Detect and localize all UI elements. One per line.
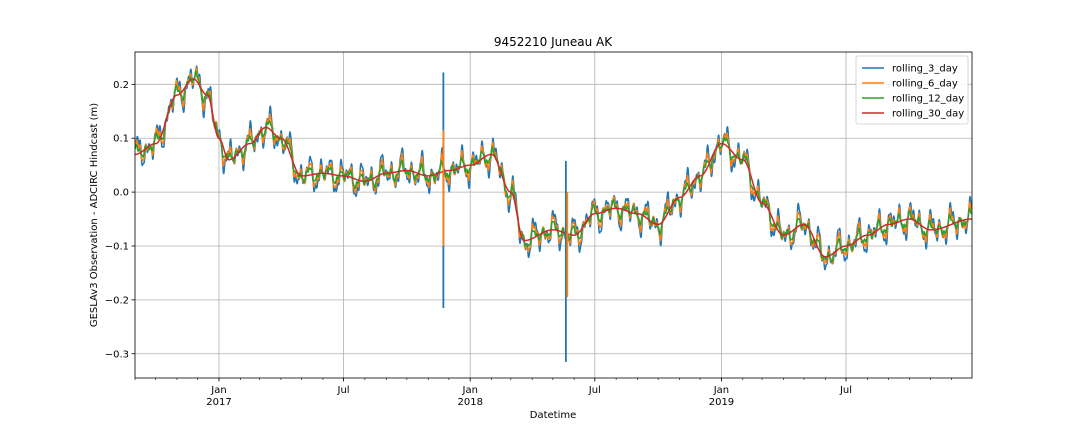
x-tick-label: Jan — [713, 385, 729, 396]
y-tick-label: 0.1 — [113, 134, 129, 145]
x-axis-label: Datetime — [530, 410, 577, 421]
chart-title: 9452210 Juneau AK — [494, 35, 613, 49]
y-tick-label: 0.2 — [113, 80, 129, 91]
y-tick-label: −0.3 — [105, 349, 129, 360]
x-tick-label: Jan — [462, 385, 478, 396]
legend-box — [855, 55, 969, 125]
series-line-rolling_30_day — [135, 78, 972, 258]
legend: rolling_3_day rolling_6_day rolling_12_day… — [855, 55, 969, 125]
y-axis-ticks: −0.3 −0.2 −0.1 0.0 0.1 0.2 — [105, 80, 135, 360]
x-tick-year-label: 2018 — [457, 397, 482, 408]
legend-label-rolling_3_day: rolling_3_day — [892, 64, 958, 75]
legend-label-rolling_6_day: rolling_6_day — [892, 79, 958, 90]
series-group — [135, 65, 972, 362]
series-line-rolling_12_day — [135, 70, 972, 263]
x-tick-label: Jan — [210, 385, 226, 396]
y-tick-label: 0.0 — [113, 188, 129, 199]
y-tick-label: −0.2 — [105, 295, 129, 306]
x-tick-year-label: 2019 — [709, 397, 734, 408]
y-tick-label: −0.1 — [105, 241, 129, 252]
y-axis-label: GESLAv3 Observation - ADCIRC Hindcast (m… — [89, 103, 100, 327]
plot-area — [135, 65, 972, 362]
x-tick-label: Jul — [588, 385, 601, 396]
grid-lines — [135, 52, 972, 378]
x-tick-label: Jul — [839, 385, 852, 396]
legend-label-rolling_30_day: rolling_30_day — [892, 109, 964, 120]
series-line-rolling_6_day — [135, 66, 972, 265]
x-tick-year-label: 2017 — [206, 397, 231, 408]
x-tick-label: Jul — [337, 385, 350, 396]
axes-frame — [134, 51, 973, 379]
legend-label-rolling_12_day: rolling_12_day — [892, 94, 964, 105]
